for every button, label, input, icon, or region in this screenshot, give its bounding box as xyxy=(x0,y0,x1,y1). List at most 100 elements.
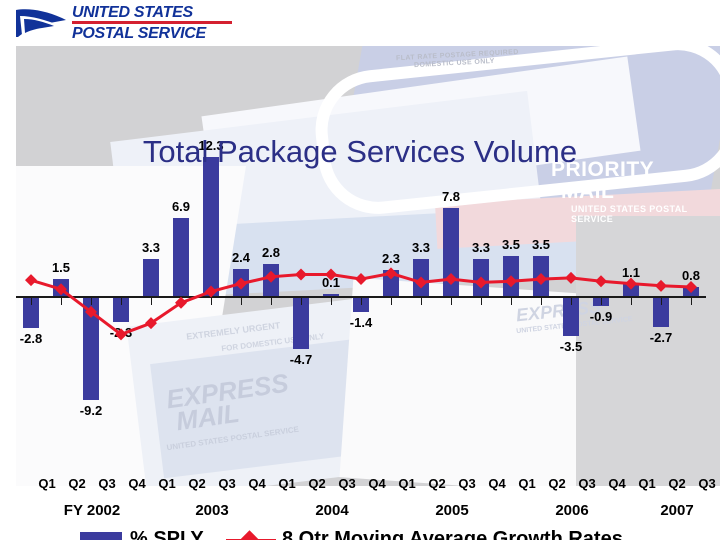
axis-tick-5 xyxy=(151,298,152,305)
axis-tick-3 xyxy=(91,298,92,305)
bar-21 xyxy=(623,283,639,296)
axis-tick-9 xyxy=(271,298,272,305)
quarter-label-16: Q4 xyxy=(488,476,506,491)
bar-label-19: -3.5 xyxy=(559,338,583,354)
bar-label-14: 3.3 xyxy=(411,239,431,255)
quarter-label-19: Q3 xyxy=(578,476,596,491)
axis-tick-23 xyxy=(691,298,692,305)
quarter-label-6: Q2 xyxy=(188,476,206,491)
moving-average-marker-10 xyxy=(295,268,307,281)
bar-label-16: 3.3 xyxy=(471,239,491,255)
axis-tick-10 xyxy=(301,298,302,305)
moving-average-marker-2 xyxy=(55,283,67,296)
bar-6 xyxy=(173,218,189,296)
bar-label-3: -9.2 xyxy=(79,402,103,418)
axis-tick-8 xyxy=(241,298,242,305)
chart-legend: % SPLY 8 Qtr Moving Average Growth Rates xyxy=(0,528,720,540)
chart-plot-area: -2.81.5-9.2-2.33.36.912.32.42.8-4.70.1-1… xyxy=(16,106,706,426)
fiscal-year-label-6: 2007 xyxy=(660,502,694,519)
moving-average-marker-5 xyxy=(145,317,157,330)
quarter-label-22: Q2 xyxy=(668,476,686,491)
axis-tick-22 xyxy=(661,298,662,305)
bar-label-22: -2.7 xyxy=(649,329,673,345)
fiscal-year-label-1: FY 2002 xyxy=(63,502,121,519)
brand-line-1: UNITED STATES xyxy=(72,4,193,21)
moving-average-marker-23 xyxy=(685,280,697,293)
bar-4 xyxy=(113,296,129,322)
bar-1 xyxy=(23,296,39,328)
moving-average-marker-13 xyxy=(385,267,397,280)
bar-label-1: -2.8 xyxy=(19,330,43,346)
bar-label-7: 12.3 xyxy=(198,138,224,153)
bar-5 xyxy=(143,258,159,296)
quarter-label-23: Q3 xyxy=(698,476,716,491)
moving-average-marker-4 xyxy=(115,328,127,341)
quarter-label-4: Q4 xyxy=(128,476,146,491)
legend-diamond-marker-icon xyxy=(240,530,259,540)
moving-average-marker-20 xyxy=(595,275,607,288)
axis-tick-12 xyxy=(361,298,362,305)
quarter-axis-labels: Q1 Q2 Q3 Q4 Q1 Q2 Q3 Q4 Q1 Q2 Q3 Q4 Q1 Q2 Q3 Q4 Q1 Q2 Q3 Q4… xyxy=(16,476,720,496)
bar-label-2: 1.5 xyxy=(51,260,71,276)
quarter-label-10: Q2 xyxy=(308,476,326,491)
fiscal-year-axis-labels: FY 2002 2003 2004 2005 2006 2007 xyxy=(16,502,720,524)
bg-priority-text-3: UNITED STATES POSTAL SERVICE xyxy=(571,204,688,224)
bar-label-18: 3.5 xyxy=(531,237,551,253)
moving-average-marker-6 xyxy=(175,296,187,309)
quarter-label-1: Q1 xyxy=(38,476,56,491)
quarter-label-14: Q2 xyxy=(428,476,446,491)
bar-15 xyxy=(443,207,459,296)
axis-tick-2 xyxy=(61,298,62,305)
bar-label-21: 1.1 xyxy=(621,264,641,280)
moving-average-marker-22 xyxy=(655,279,667,292)
fiscal-year-label-2: 2003 xyxy=(195,502,229,519)
fiscal-year-label-4: 2005 xyxy=(435,502,469,519)
quarter-label-2: Q2 xyxy=(68,476,86,491)
fiscal-year-label-3: 2004 xyxy=(315,502,349,519)
axis-tick-13 xyxy=(391,298,392,305)
brand-line-2: POSTAL SERVICE xyxy=(72,25,206,42)
page-title: Total Package Services Volume xyxy=(142,134,578,169)
moving-average-marker-11 xyxy=(325,268,337,281)
bar-10 xyxy=(293,296,309,350)
axis-tick-19 xyxy=(571,298,572,305)
quarter-label-8: Q4 xyxy=(248,476,266,491)
bar-11 xyxy=(323,294,339,296)
quarter-label-11: Q3 xyxy=(338,476,356,491)
bar-label-23: 0.8 xyxy=(681,267,701,283)
slide-body: PRIORITY MAIL UNITED STATES POSTAL SERVI… xyxy=(0,46,720,540)
bg-priority-text-1: PRIORITY xyxy=(551,158,655,181)
bar-label-8: 2.4 xyxy=(231,249,251,265)
legend-line-label: 8 Qtr Moving Average Growth Rates xyxy=(282,528,623,540)
bar-3 xyxy=(83,296,99,400)
axis-tick-7 xyxy=(211,298,212,305)
quarter-label-12: Q4 xyxy=(368,476,386,491)
axis-tick-15 xyxy=(451,298,452,305)
brand-red-rule xyxy=(72,21,232,24)
bar-label-15: 7.8 xyxy=(441,188,461,204)
quarter-label-20: Q4 xyxy=(608,476,626,491)
moving-average-marker-1 xyxy=(25,274,37,287)
moving-average-marker-3 xyxy=(85,305,97,318)
axis-tick-21 xyxy=(631,298,632,305)
quarter-label-7: Q3 xyxy=(218,476,236,491)
bar-7 xyxy=(203,157,219,296)
bar-label-5: 3.3 xyxy=(141,239,161,255)
bg-gray-right xyxy=(576,216,720,486)
moving-average-marker-9 xyxy=(265,270,277,283)
bar-label-20: -0.9 xyxy=(589,309,613,325)
quarter-label-18: Q2 xyxy=(548,476,566,491)
quarter-label-9: Q1 xyxy=(278,476,296,491)
bar-label-12: -1.4 xyxy=(349,314,373,330)
bar-label-9: 2.8 xyxy=(261,245,281,261)
moving-average-marker-16 xyxy=(475,276,487,289)
axis-tick-20 xyxy=(601,298,602,305)
moving-average-line-series xyxy=(25,267,697,341)
quarter-label-13: Q1 xyxy=(398,476,416,491)
usps-brand-header: UNITED STATES POSTAL SERVICE xyxy=(0,0,720,46)
legend-bar-label: % SPLY xyxy=(130,528,204,540)
bar-label-11: 0.1 xyxy=(321,275,341,290)
axis-tick-11 xyxy=(331,298,332,305)
axis-tick-17 xyxy=(511,298,512,305)
bar-label-6: 6.9 xyxy=(171,199,191,215)
